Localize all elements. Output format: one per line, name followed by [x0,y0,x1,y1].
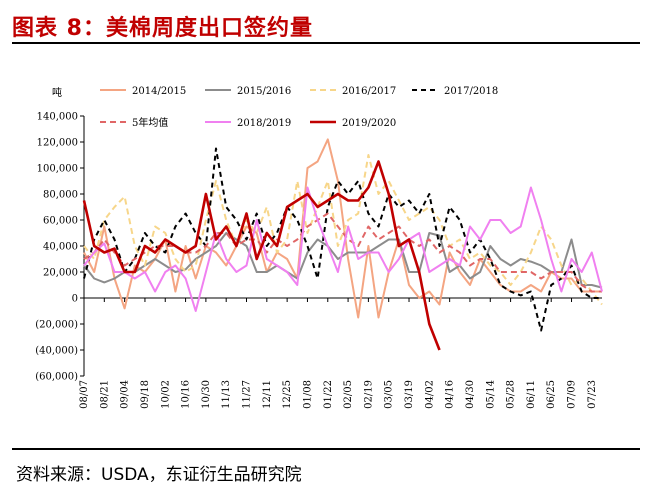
series-line [83,212,602,293]
x-tick-label: 03/19 [404,380,415,409]
footer: 资料来源：USDA，东证衍生品研究院 [12,448,640,500]
x-tick-label: 06/25 [546,380,557,409]
x-tick-label: 07/09 [567,380,578,409]
chart-area: 2014/2015 2015/2016 2016/2017 2017/2018 5年均值… [35,86,603,409]
legend-label: 2016/2017 [342,86,396,97]
x-tick-label: 04/02 [424,380,435,409]
legend-label: 2019/2020 [342,118,396,129]
series-line [83,147,602,332]
y-tick-label: 140,000 [37,112,78,123]
legend-label: 2018/2019 [237,118,291,129]
y-tick-label: 60,000 [43,216,78,227]
x-tick-label: 11/27 [242,380,253,409]
x-tick-label: 09/18 [140,380,151,409]
x-tick-label: 12/11 [262,380,273,409]
x-tick-label: 04/16 [445,380,456,409]
x-tick-label: 07/23 [587,380,598,409]
y-tick-label: (60,000) [35,372,78,383]
x-tick-label: 10/02 [160,380,171,409]
legend-label: 2014/2015 [132,86,186,97]
x-tick-label: 12/25 [282,380,293,409]
legend-label: 2015/2016 [237,86,291,97]
chart-title: 图表 8：美棉周度出口签约量 [12,16,313,41]
x-tick-label: 05/28 [506,380,517,409]
x-tick-label: 01/08 [302,380,313,409]
x-tick-label: 09/04 [120,380,131,409]
x-tick-label: 05/14 [485,380,496,409]
x-tick-label: 10/16 [181,380,192,409]
y-tick-label: 0 [72,294,78,305]
y-tick-label: 120,000 [37,138,78,149]
series-line [83,154,603,306]
x-tick-label: 10/30 [201,380,212,409]
legend-label: 2017/2018 [444,86,498,97]
x-tick-label: 11/13 [221,380,232,409]
series-line [83,138,602,319]
legend-label: 5年均值 [132,116,168,129]
y-tick-label: 100,000 [37,164,78,175]
x-tick-label: 08/21 [99,380,110,409]
legend: 2014/2015 2015/2016 2016/2017 2017/2018 5年均值… [100,86,498,129]
y-tick-label: (40,000) [35,346,78,357]
y-tick-label: 80,000 [43,190,78,201]
chart-series [82,138,603,351]
series-line [82,160,441,351]
x-tick-label: 03/05 [384,380,395,409]
y-unit-label: 吨 [52,86,62,99]
x-tick-label: 02/19 [363,380,374,409]
x-tick-label: 04/30 [465,380,476,409]
title-bar: 图表 8：美棉周度出口签约量 [12,8,640,44]
y-tick-label: 40,000 [43,242,78,253]
y-tick-label: (20,000) [35,320,78,331]
x-tick-label: 02/05 [343,380,354,409]
y-tick-label: 20,000 [43,268,78,279]
x-tick-label: 06/11 [526,380,537,409]
x-tick-label: 08/07 [79,380,90,409]
series-line [83,186,603,312]
chart-axes: (60,000) (40,000) (20,000) 0 20,000 40,000 60,… [35,86,602,409]
source-note: 资料来源：USDA，东证衍生品研究院 [16,465,302,485]
x-tick-label: 01/22 [323,380,334,409]
